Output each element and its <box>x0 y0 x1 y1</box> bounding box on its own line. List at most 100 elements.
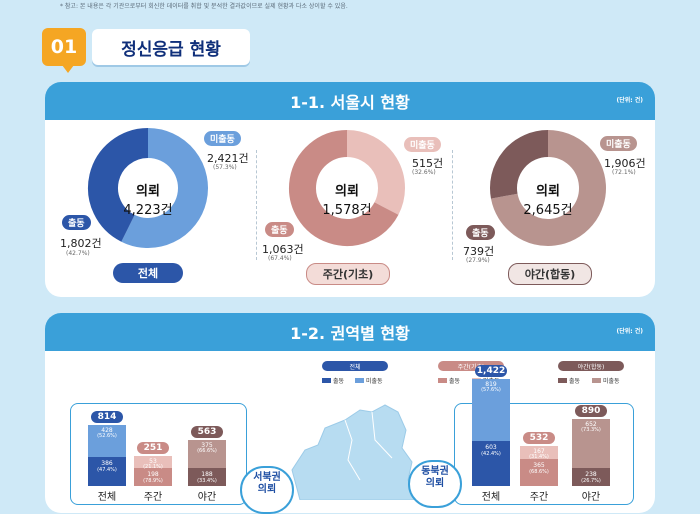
legend-all-no-swatch <box>355 378 364 383</box>
donut3-no-dispatch-pct: (72.1%) <box>612 169 636 176</box>
donut3-center-value: 2,645건 <box>523 203 573 218</box>
bar-no-dispatch-pct: (31.4%) <box>529 454 549 461</box>
donut2-center: 의뢰 1,578건 <box>317 180 377 218</box>
legend-night-dispatch-text: 출동 <box>569 378 581 385</box>
bar-dispatch-pct: (68.6%) <box>529 468 549 475</box>
donut1-dispatch-label: 출동 <box>62 215 91 230</box>
bar-dispatch-pct: (47.4%) <box>97 467 117 474</box>
bar-no-dispatch-pct: (21.1%) <box>143 464 163 470</box>
donut1-name-pill: 전체 <box>113 263 183 283</box>
divider-1 <box>256 150 257 260</box>
bar-no-dispatch-value: 167 <box>533 448 545 456</box>
donut3-center-label: 의뢰 <box>536 184 560 199</box>
bar-dispatch-value: 198 <box>147 471 159 478</box>
donut2-center-label: 의뢰 <box>335 184 359 199</box>
legend-night-dispatch-swatch <box>558 378 567 383</box>
bar-total-label: 890 <box>575 405 607 418</box>
donut2-dispatch-value: 1,063건 <box>262 243 304 256</box>
bar-dispatch-value: 386 <box>101 460 113 468</box>
bar-dispatch-value: 238 <box>585 471 597 478</box>
bar-total-label: 1,422 <box>475 365 507 378</box>
donut1-no-dispatch-label: 미출동 <box>204 131 241 146</box>
bar-category-label: 주간 <box>529 492 549 503</box>
bar-dispatch-pct: (33.4%) <box>197 478 217 484</box>
legend-all-dispatch-swatch <box>322 378 331 383</box>
northeast-region-tag-text: 동북권 의뢰 <box>421 466 449 489</box>
bar-segment-no-dispatch <box>520 446 558 459</box>
northeast-region-tag: 동북권 의뢰 <box>408 460 462 508</box>
panel1-unit: (단위: 건) <box>616 97 643 104</box>
donut1-no-dispatch-pct: (57.3%) <box>213 164 237 171</box>
bar-total-label: 532 <box>523 432 555 445</box>
legend-day-dispatch-text: 출동 <box>449 378 461 385</box>
donut1-center: 의뢰 4,223건 <box>118 180 178 218</box>
bar-category-label: 전체 <box>97 492 117 503</box>
bar-segment-no-dispatch <box>188 439 226 468</box>
bar-total-label: 563 <box>191 425 223 438</box>
disclaimer-note: * 참고: 본 내용은 각 기관으로부터 회신한 데이터를 취합 및 분석한 결… <box>60 3 348 10</box>
bar-dispatch-value: 188 <box>201 471 213 478</box>
panel2-title: 1-2. 권역별 현황 <box>290 324 410 343</box>
bar-no-dispatch-value: 53 <box>149 458 157 465</box>
donut2-dispatch-pct: (67.4%) <box>268 255 292 262</box>
bar-dispatch-pct: (78.9%) <box>143 478 163 484</box>
legend-day-title: 주간(기초) <box>438 361 504 371</box>
bar-dispatch-pct: (26.7%) <box>581 478 601 484</box>
bar-category-label: 주간 <box>143 492 163 503</box>
bar-no-dispatch-value: 375 <box>201 441 213 449</box>
panel2-header: 1-2. 권역별 현황 (단위: 건) <box>45 313 655 351</box>
bar-dispatch-value: 365 <box>533 461 545 469</box>
donut3-center: 의뢰 2,645건 <box>518 180 578 218</box>
bar-segment-dispatch <box>88 457 126 486</box>
donut2-no-dispatch-pct: (32.6%) <box>412 169 436 176</box>
bar-segment-no-dispatch <box>88 424 126 458</box>
legend-all-title: 전체 <box>322 361 388 371</box>
bar-total-label: 251 <box>137 442 169 454</box>
bar-dispatch-pct: (42.4%) <box>481 450 501 457</box>
divider-2 <box>452 150 453 260</box>
bar-category-label: 전체 <box>481 492 501 503</box>
bar-no-dispatch-value: 428 <box>101 426 113 434</box>
bar-segment-dispatch <box>472 440 510 486</box>
bar-category-label: 야간 <box>197 492 217 503</box>
bar-segment-dispatch <box>520 458 558 486</box>
donut2-no-dispatch-label: 미출동 <box>404 137 441 152</box>
donut2-dispatch-label: 출동 <box>265 222 294 237</box>
donut1-no-dispatch-value: 2,421건 <box>207 152 249 165</box>
legend-all-no-text: 미출동 <box>366 378 383 385</box>
bar-no-dispatch-pct: (52.6%) <box>97 432 117 439</box>
bar-no-dispatch-pct: (57.6%) <box>481 387 501 394</box>
donut2-no-dispatch-value: 515건 <box>412 157 444 170</box>
donut3-dispatch-label: 출동 <box>466 225 495 240</box>
bar-segment-dispatch <box>188 468 226 486</box>
panel1-title: 1-1. 서울시 현황 <box>290 93 410 112</box>
bar-no-dispatch-value: 652 <box>585 421 597 429</box>
bar-segment-no-dispatch <box>472 379 510 441</box>
bar-segment-no-dispatch <box>572 419 610 468</box>
bar-no-dispatch-value: 819 <box>485 381 497 389</box>
northwest-region-tag-text: 서북권 의뢰 <box>253 472 281 495</box>
legend-night-no-text: 미출동 <box>603 378 620 385</box>
section-title: 정신응급 현황 <box>92 29 250 65</box>
donut1-dispatch-value: 1,802건 <box>60 237 102 250</box>
donut1-dispatch-pct: (42.7%) <box>66 250 90 257</box>
legend-day-dispatch-swatch <box>438 378 447 383</box>
northwest-region-tag: 서북권 의뢰 <box>240 466 294 514</box>
bar-dispatch-value: 603 <box>485 443 497 451</box>
bar-segment-no-dispatch <box>134 456 172 468</box>
donut3-no-dispatch-label: 미출동 <box>600 136 637 151</box>
donut3-no-dispatch-value: 1,906건 <box>604 157 646 170</box>
bar-category-label: 야간 <box>581 492 601 503</box>
panel2-unit: (단위: 건) <box>616 328 643 335</box>
legend-all-dispatch-text: 출동 <box>333 378 345 385</box>
bar-segment-dispatch <box>134 468 172 486</box>
donut3-dispatch-pct: (27.9%) <box>466 257 490 264</box>
panel1-header: 1-1. 서울시 현황 (단위: 건) <box>45 82 655 120</box>
donut3-dispatch-value: 739건 <box>463 245 495 258</box>
donut2-center-value: 1,578건 <box>322 203 372 218</box>
bar-segment-dispatch <box>572 468 610 486</box>
legend-night-no-swatch <box>592 378 601 383</box>
legend-night-title: 야간(합동) <box>558 361 624 371</box>
donut1-center-label: 의뢰 <box>136 184 160 199</box>
bar-total-label: 814 <box>91 410 123 423</box>
